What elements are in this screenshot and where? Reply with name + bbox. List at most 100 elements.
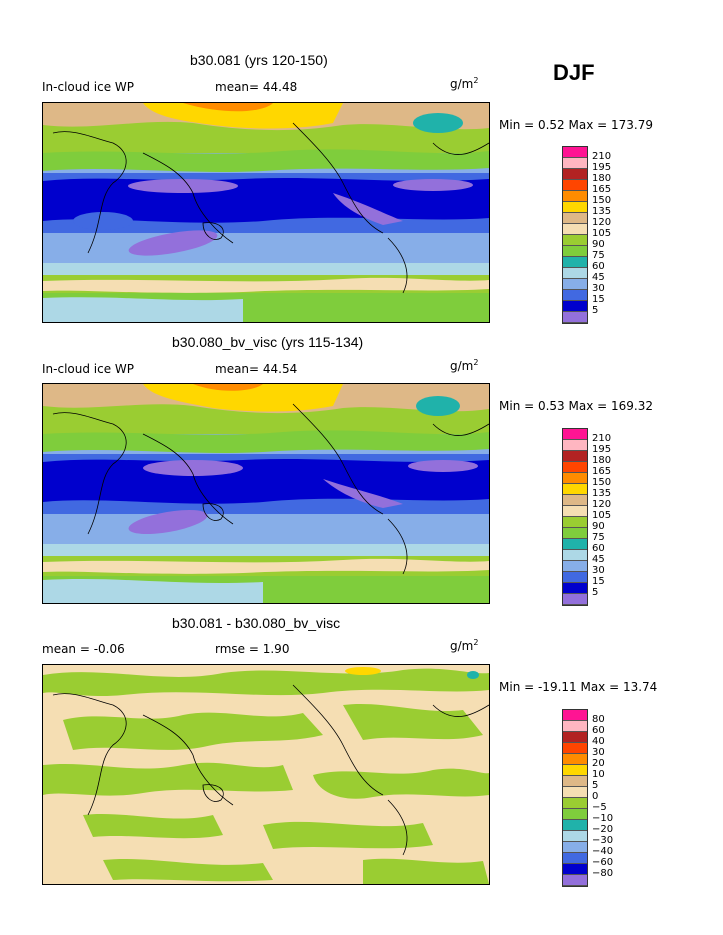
legend-label: 15: [592, 576, 605, 587]
panel-2-unit: g/m2: [450, 358, 479, 373]
legend-swatch: [563, 279, 587, 290]
legend-label: 150: [592, 195, 612, 206]
legend-swatch: [563, 451, 587, 462]
legend-swatch: [563, 875, 587, 886]
legend-swatch: [563, 495, 587, 506]
panel-1-variable-label: In-cloud ice WP: [42, 80, 135, 94]
legend-swatch: [563, 473, 587, 484]
legend-colorbar: [562, 709, 588, 887]
legend-label: 60: [592, 725, 605, 736]
legend-label: 195: [592, 162, 612, 173]
legend-label: 210: [592, 433, 612, 444]
legend-swatch: [563, 440, 587, 451]
legend-swatch: [563, 158, 587, 169]
legend-colorbar: [562, 428, 588, 606]
legend-label: 180: [592, 455, 612, 466]
legend-label: 30: [592, 747, 605, 758]
legend-swatch: [563, 246, 587, 257]
legend-swatch: [563, 180, 587, 191]
legend-label: 120: [592, 499, 612, 510]
legend-label: 30: [592, 565, 605, 576]
legend-label: 0: [592, 791, 599, 802]
panel-2-mean-label: mean= 44.54: [215, 362, 298, 376]
legend-swatch: [563, 798, 587, 809]
legend-swatch: [563, 506, 587, 517]
panel-1-title: b30.081 (yrs 120-150): [190, 52, 328, 68]
legend-swatch: [563, 831, 587, 842]
legend-swatch: [563, 787, 587, 798]
legend-label: −60: [592, 857, 614, 868]
panel-3-map: [42, 664, 490, 885]
legend-label: 150: [592, 477, 612, 488]
legend-swatch: [563, 528, 587, 539]
legend-swatch: [563, 268, 587, 279]
legend-swatch: [563, 550, 587, 561]
legend-label: 5: [592, 780, 599, 791]
legend-label: −40: [592, 846, 614, 857]
legend-label: 210: [592, 151, 612, 162]
legend-swatch: [563, 583, 587, 594]
legend-swatch: [563, 842, 587, 853]
legend-label: 120: [592, 217, 612, 228]
legend-swatch: [563, 594, 587, 605]
legend-swatch: [563, 484, 587, 495]
legend-swatch: [563, 429, 587, 440]
legend-swatch: [563, 147, 587, 158]
legend-label: 90: [592, 239, 605, 250]
legend-label: −5: [592, 802, 607, 813]
legend-swatch: [563, 721, 587, 732]
panel-2-map: [42, 383, 490, 604]
panel-2-title: b30.080_bv_visc (yrs 115-134): [172, 334, 364, 350]
legend-swatch: [563, 561, 587, 572]
panel-3-rmse-label: rmse = 1.90: [215, 642, 290, 656]
legend-label: 45: [592, 272, 605, 283]
legend-swatch: [563, 776, 587, 787]
legend-swatch: [563, 191, 587, 202]
legend-swatch: [563, 213, 587, 224]
legend-label: 60: [592, 543, 605, 554]
legend-swatch: [563, 257, 587, 268]
legend-swatch: [563, 864, 587, 875]
season-label: DJF: [553, 60, 595, 85]
panel-3-minmax: Min = -19.11 Max = 13.74: [499, 680, 658, 694]
legend-swatch: [563, 169, 587, 180]
legend-label: 135: [592, 488, 612, 499]
legend-swatch: [563, 743, 587, 754]
legend-label: 165: [592, 466, 612, 477]
legend-label: 105: [592, 228, 612, 239]
legend-label: 195: [592, 444, 612, 455]
legend-swatch: [563, 820, 587, 831]
legend-swatch: [563, 539, 587, 550]
legend-label: 180: [592, 173, 612, 184]
legend-swatch: [563, 312, 587, 323]
panel-3-unit: g/m2: [450, 638, 479, 653]
legend-label: 165: [592, 184, 612, 195]
legend-label: −30: [592, 835, 614, 846]
legend-swatch: [563, 301, 587, 312]
legend-label: 135: [592, 206, 612, 217]
panel-2-minmax: Min = 0.53 Max = 169.32: [499, 399, 653, 413]
legend-label: 5: [592, 587, 599, 598]
legend-swatch: [563, 765, 587, 776]
legend-label: −80: [592, 868, 614, 879]
legend-swatch: [563, 809, 587, 820]
legend-label: 60: [592, 261, 605, 272]
legend-swatch: [563, 462, 587, 473]
panel-1-minmax: Min = 0.52 Max = 173.79: [499, 118, 653, 132]
legend-swatch: [563, 853, 587, 864]
legend-label: 75: [592, 532, 605, 543]
legend-swatch: [563, 202, 587, 213]
legend-swatch: [563, 290, 587, 301]
panel-3-title: b30.081 - b30.080_bv_visc: [172, 615, 341, 631]
legend-label: 15: [592, 294, 605, 305]
legend-swatch: [563, 517, 587, 528]
panel-3-mean-label: mean = -0.06: [42, 642, 125, 656]
legend-swatch: [563, 235, 587, 246]
legend-swatch: [563, 732, 587, 743]
legend-swatch: [563, 572, 587, 583]
legend-label: 105: [592, 510, 612, 521]
panel-1-mean-label: mean= 44.48: [215, 80, 298, 94]
panel-1-unit: g/m2: [450, 76, 479, 91]
panel-1-map: [42, 102, 490, 323]
legend-label: 40: [592, 736, 605, 747]
